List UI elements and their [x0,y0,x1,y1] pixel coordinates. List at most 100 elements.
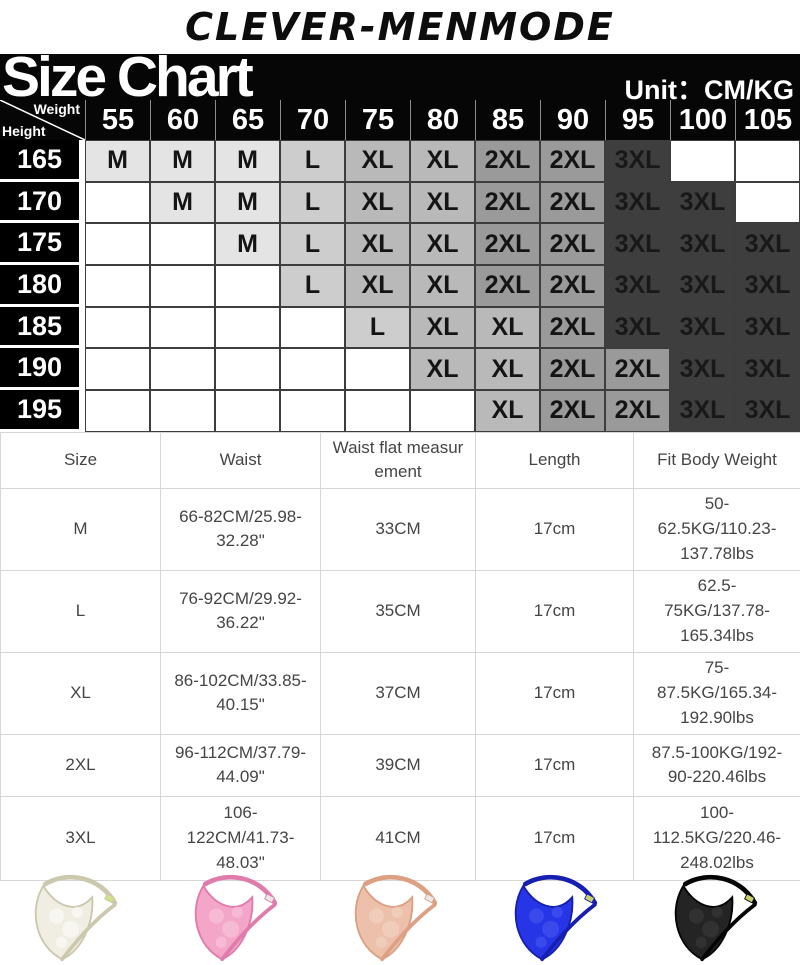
size-cell-185-85: XL [475,307,540,349]
weight-height-corner: Weight Height [0,100,85,140]
measure-value-cell: 39CM [321,734,476,796]
size-cell-180-100: 3XL [670,265,735,307]
weight-col-75: 75 [345,100,410,140]
size-cell-180-70: L [280,265,345,307]
product-thumb-beige [320,869,480,965]
product-color-thumbnails [0,881,800,965]
weight-col-90: 90 [540,100,605,140]
size-cell-175-70: L [280,223,345,265]
size-cell-175-85: 2XL [475,223,540,265]
measure-value-cell: 33CM [321,488,476,570]
size-cell-180-90: 2XL [540,265,605,307]
size-cell-180-60 [150,265,215,307]
measure-value-cell: 76-92CM/29.92- 36.22" [161,570,321,652]
measure-value-cell: 17cm [476,488,634,570]
size-cell-190-100: 3XL [670,348,735,390]
size-cell-185-80: XL [410,307,475,349]
measure-col-header: Waist flat measur ement [321,432,476,488]
size-cell-195-60 [150,390,215,432]
weight-col-100: 100 [670,100,735,140]
size-cell-180-55 [85,265,150,307]
measure-value-cell: 106- 122CM/41.73- 48.03" [161,796,321,880]
size-cell-175-105: 3XL [735,223,800,265]
size-cell-185-90: 2XL [540,307,605,349]
weight-col-60: 60 [150,100,215,140]
size-cell-180-80: XL [410,265,475,307]
measure-value-cell: 86-102CM/33.85- 40.15" [161,652,321,734]
size-cell-180-105: 3XL [735,265,800,307]
height-row-165: 165 [0,140,85,182]
size-cell-190-70 [280,348,345,390]
size-cell-190-90: 2XL [540,348,605,390]
size-cell-190-65 [215,348,280,390]
height-row-170: 170 [0,182,85,224]
size-cell-190-85: XL [475,348,540,390]
size-cell-165-60: M [150,140,215,182]
size-cell-190-80: XL [410,348,475,390]
size-cell-195-80 [410,390,475,432]
size-cell-170-55 [85,182,150,224]
corner-weight-label: Weight [34,101,80,117]
size-cell-170-100: 3XL [670,182,735,224]
size-cell-185-75: L [345,307,410,349]
size-cell-170-90: 2XL [540,182,605,224]
size-cell-170-80: XL [410,182,475,224]
measure-value-cell: 17cm [476,796,634,880]
size-cell-165-80: XL [410,140,475,182]
size-cell-165-100 [670,140,735,182]
size-cell-175-60 [150,223,215,265]
measure-value-cell: 75- 87.5KG/165.34- 192.90lbs [634,652,800,734]
size-cell-175-95: 3XL [605,223,670,265]
size-cell-170-60: M [150,182,215,224]
measure-size-cell: M [1,488,161,570]
size-cell-180-75: XL [345,265,410,307]
size-cell-175-100: 3XL [670,223,735,265]
weight-col-80: 80 [410,100,475,140]
measure-col-header: Length [476,432,634,488]
measure-value-cell: 62.5- 75KG/137.78- 165.34lbs [634,570,800,652]
height-row-175: 175 [0,223,85,265]
measure-size-cell: L [1,570,161,652]
thong-icon [325,869,475,963]
measure-value-cell: 100- 112.5KG/220.46- 248.02lbs [634,796,800,880]
size-cell-170-75: XL [345,182,410,224]
size-cell-195-70 [280,390,345,432]
weight-col-65: 65 [215,100,280,140]
thong-icon [5,869,155,963]
measure-col-header: Fit Body Weight [634,432,800,488]
measure-value-cell: 17cm [476,570,634,652]
size-cell-165-85: 2XL [475,140,540,182]
size-cell-185-60 [150,307,215,349]
size-cell-170-105 [735,182,800,224]
size-cell-190-105: 3XL [735,348,800,390]
size-cell-175-80: XL [410,223,475,265]
product-thumb-pink [160,869,320,965]
measure-value-cell: 66-82CM/25.98- 32.28" [161,488,321,570]
size-cell-185-95: 3XL [605,307,670,349]
size-cell-175-65: M [215,223,280,265]
size-cell-185-70 [280,307,345,349]
size-cell-170-65: M [215,182,280,224]
measure-value-cell: 37CM [321,652,476,734]
measure-value-cell: 87.5-100KG/192- 90-220.46lbs [634,734,800,796]
height-row-185: 185 [0,307,85,349]
size-cell-190-75 [345,348,410,390]
size-cell-170-70: L [280,182,345,224]
size-cell-165-70: L [280,140,345,182]
size-cell-165-75: XL [345,140,410,182]
size-cell-180-85: 2XL [475,265,540,307]
size-cell-175-55 [85,223,150,265]
weight-col-105: 105 [735,100,800,140]
size-cell-195-75 [345,390,410,432]
size-cell-195-90: 2XL [540,390,605,432]
size-chart-title: Size Chart [2,49,251,106]
weight-col-55: 55 [85,100,150,140]
